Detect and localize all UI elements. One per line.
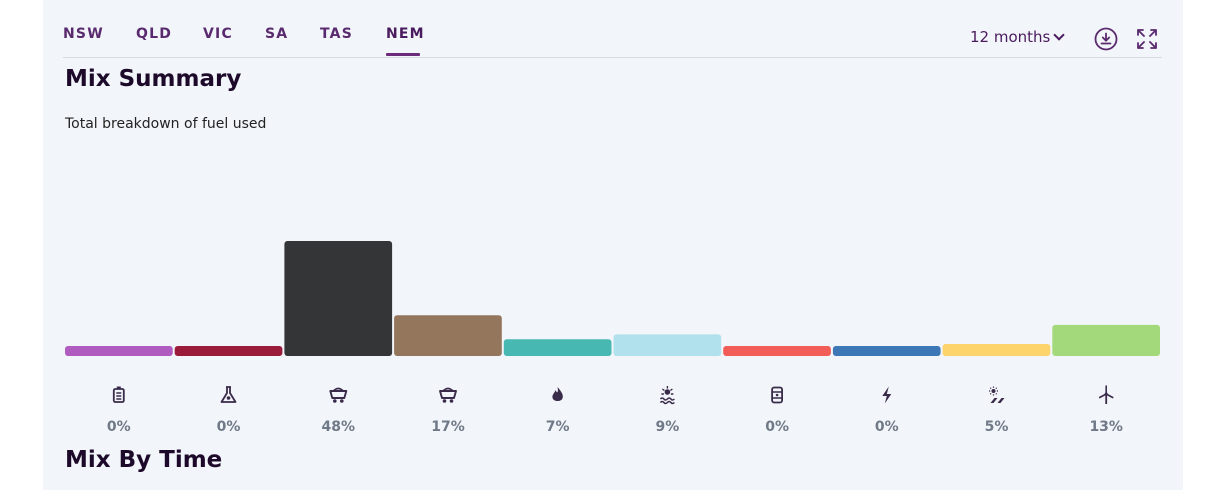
battery-icon	[112, 386, 125, 403]
solar-icon	[989, 386, 1005, 403]
tab-vic[interactable]: VIC	[203, 26, 233, 42]
active-tab-indicator	[386, 53, 420, 56]
bar-battery[interactable]	[65, 346, 173, 356]
bar-gas[interactable]	[503, 339, 612, 356]
hydro-icon	[659, 386, 675, 405]
mix-by-time-title: Mix By Time	[65, 447, 223, 473]
fullscreen-button[interactable]	[1135, 27, 1159, 51]
download-button[interactable]	[1094, 27, 1118, 51]
tab-tas[interactable]: TAS	[320, 26, 353, 42]
value-label-hydro: 9%	[656, 419, 680, 435]
mix-summary-subtitle: Total breakdown of fuel used	[65, 116, 267, 132]
value-label-black-coal: 48%	[322, 419, 356, 435]
value-label-brown-coal: 17%	[431, 419, 465, 435]
tab-sa[interactable]: SA	[265, 26, 289, 42]
flask-icon	[220, 386, 237, 403]
coal-cart-icon	[329, 387, 348, 403]
value-label-solar: 5%	[985, 419, 1009, 435]
tab-nsw[interactable]: NSW	[63, 26, 104, 42]
fuel-drum-icon	[771, 386, 783, 404]
bar-liquid-fuel[interactable]	[723, 346, 831, 356]
value-label-battery: 0%	[107, 419, 131, 435]
tab-nem[interactable]: NEM	[386, 26, 425, 42]
wind-turbine-icon	[1098, 385, 1114, 404]
bar-black-coal[interactable]	[284, 241, 393, 356]
flame-icon	[552, 387, 563, 401]
bar-wind[interactable]	[1052, 324, 1160, 356]
value-label-other: 0%	[875, 419, 899, 435]
bar-brown-coal[interactable]	[394, 315, 502, 356]
bar-hydro[interactable]	[613, 334, 722, 356]
value-label-liquid-fuel: 0%	[765, 419, 789, 435]
expand-icon	[1137, 29, 1157, 49]
value-label-wind: 13%	[1089, 419, 1123, 435]
mix-panel: NSW QLD VIC SA TAS NEM 12 months Mix Sum…	[43, 0, 1183, 490]
bar-other[interactable]	[832, 346, 941, 356]
period-dropdown[interactable]: 12 months	[970, 28, 1066, 46]
mix-summary-title: Mix Summary	[65, 66, 242, 92]
bar-bioenergy[interactable]	[174, 346, 283, 356]
bar-solar[interactable]	[942, 344, 1051, 356]
tab-qld[interactable]: QLD	[136, 26, 173, 42]
period-label: 12 months	[970, 28, 1051, 46]
region-tabs: NSW QLD VIC SA TAS NEM	[63, 0, 1162, 58]
value-label-gas: 7%	[546, 419, 570, 435]
coal-cart-icon	[439, 387, 457, 403]
download-icon	[1094, 27, 1118, 51]
lightning-icon	[882, 386, 892, 404]
fuel-mix-chart: 0% 0% 48% 17% 7% 9% 0% 0% 5% 13%	[65, 241, 1160, 435]
value-label-bioenergy: 0%	[217, 419, 241, 435]
